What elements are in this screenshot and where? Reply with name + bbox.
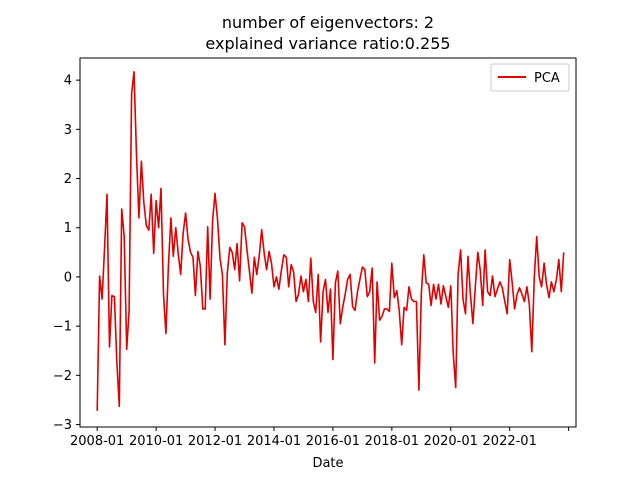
chart-subtitle: explained variance ratio:0.255	[205, 34, 450, 53]
x-axis-label: Date	[312, 456, 343, 471]
x-tick-label: 2012-01	[188, 434, 242, 449]
x-tick-label: 2008-01	[70, 434, 124, 449]
plot-frame	[79, 57, 577, 428]
x-tick-label: 2010-01	[129, 434, 183, 449]
x-tick-label: 2016-01	[306, 434, 360, 449]
legend-box	[490, 63, 570, 92]
y-tick-label: −1	[53, 320, 72, 335]
plot-area: −3 −2 −1 0 1 2 3 4 2008-01 2010-01 2012-01 2014-01 2…	[53, 57, 577, 449]
y-tick-label: −3	[53, 418, 72, 433]
y-tick-label: 3	[64, 123, 72, 138]
chart-title: number of eigenvectors: 2	[222, 13, 434, 32]
legend: PCA	[490, 63, 570, 92]
x-tick-label: 2014-01	[247, 434, 301, 449]
legend-label-pca: PCA	[534, 71, 560, 86]
x-tick-label: 2020-01	[424, 434, 478, 449]
x-tick-label: 2022-01	[483, 434, 537, 449]
x-tick-label: 2018-01	[365, 434, 419, 449]
y-tick-label: 2	[64, 172, 72, 187]
series-line-pca	[96, 71, 565, 411]
y-tick-label: −2	[53, 369, 72, 384]
y-tick-label: 0	[64, 270, 72, 285]
y-tick-label: 4	[64, 74, 72, 89]
y-tick-label: 1	[64, 221, 72, 236]
